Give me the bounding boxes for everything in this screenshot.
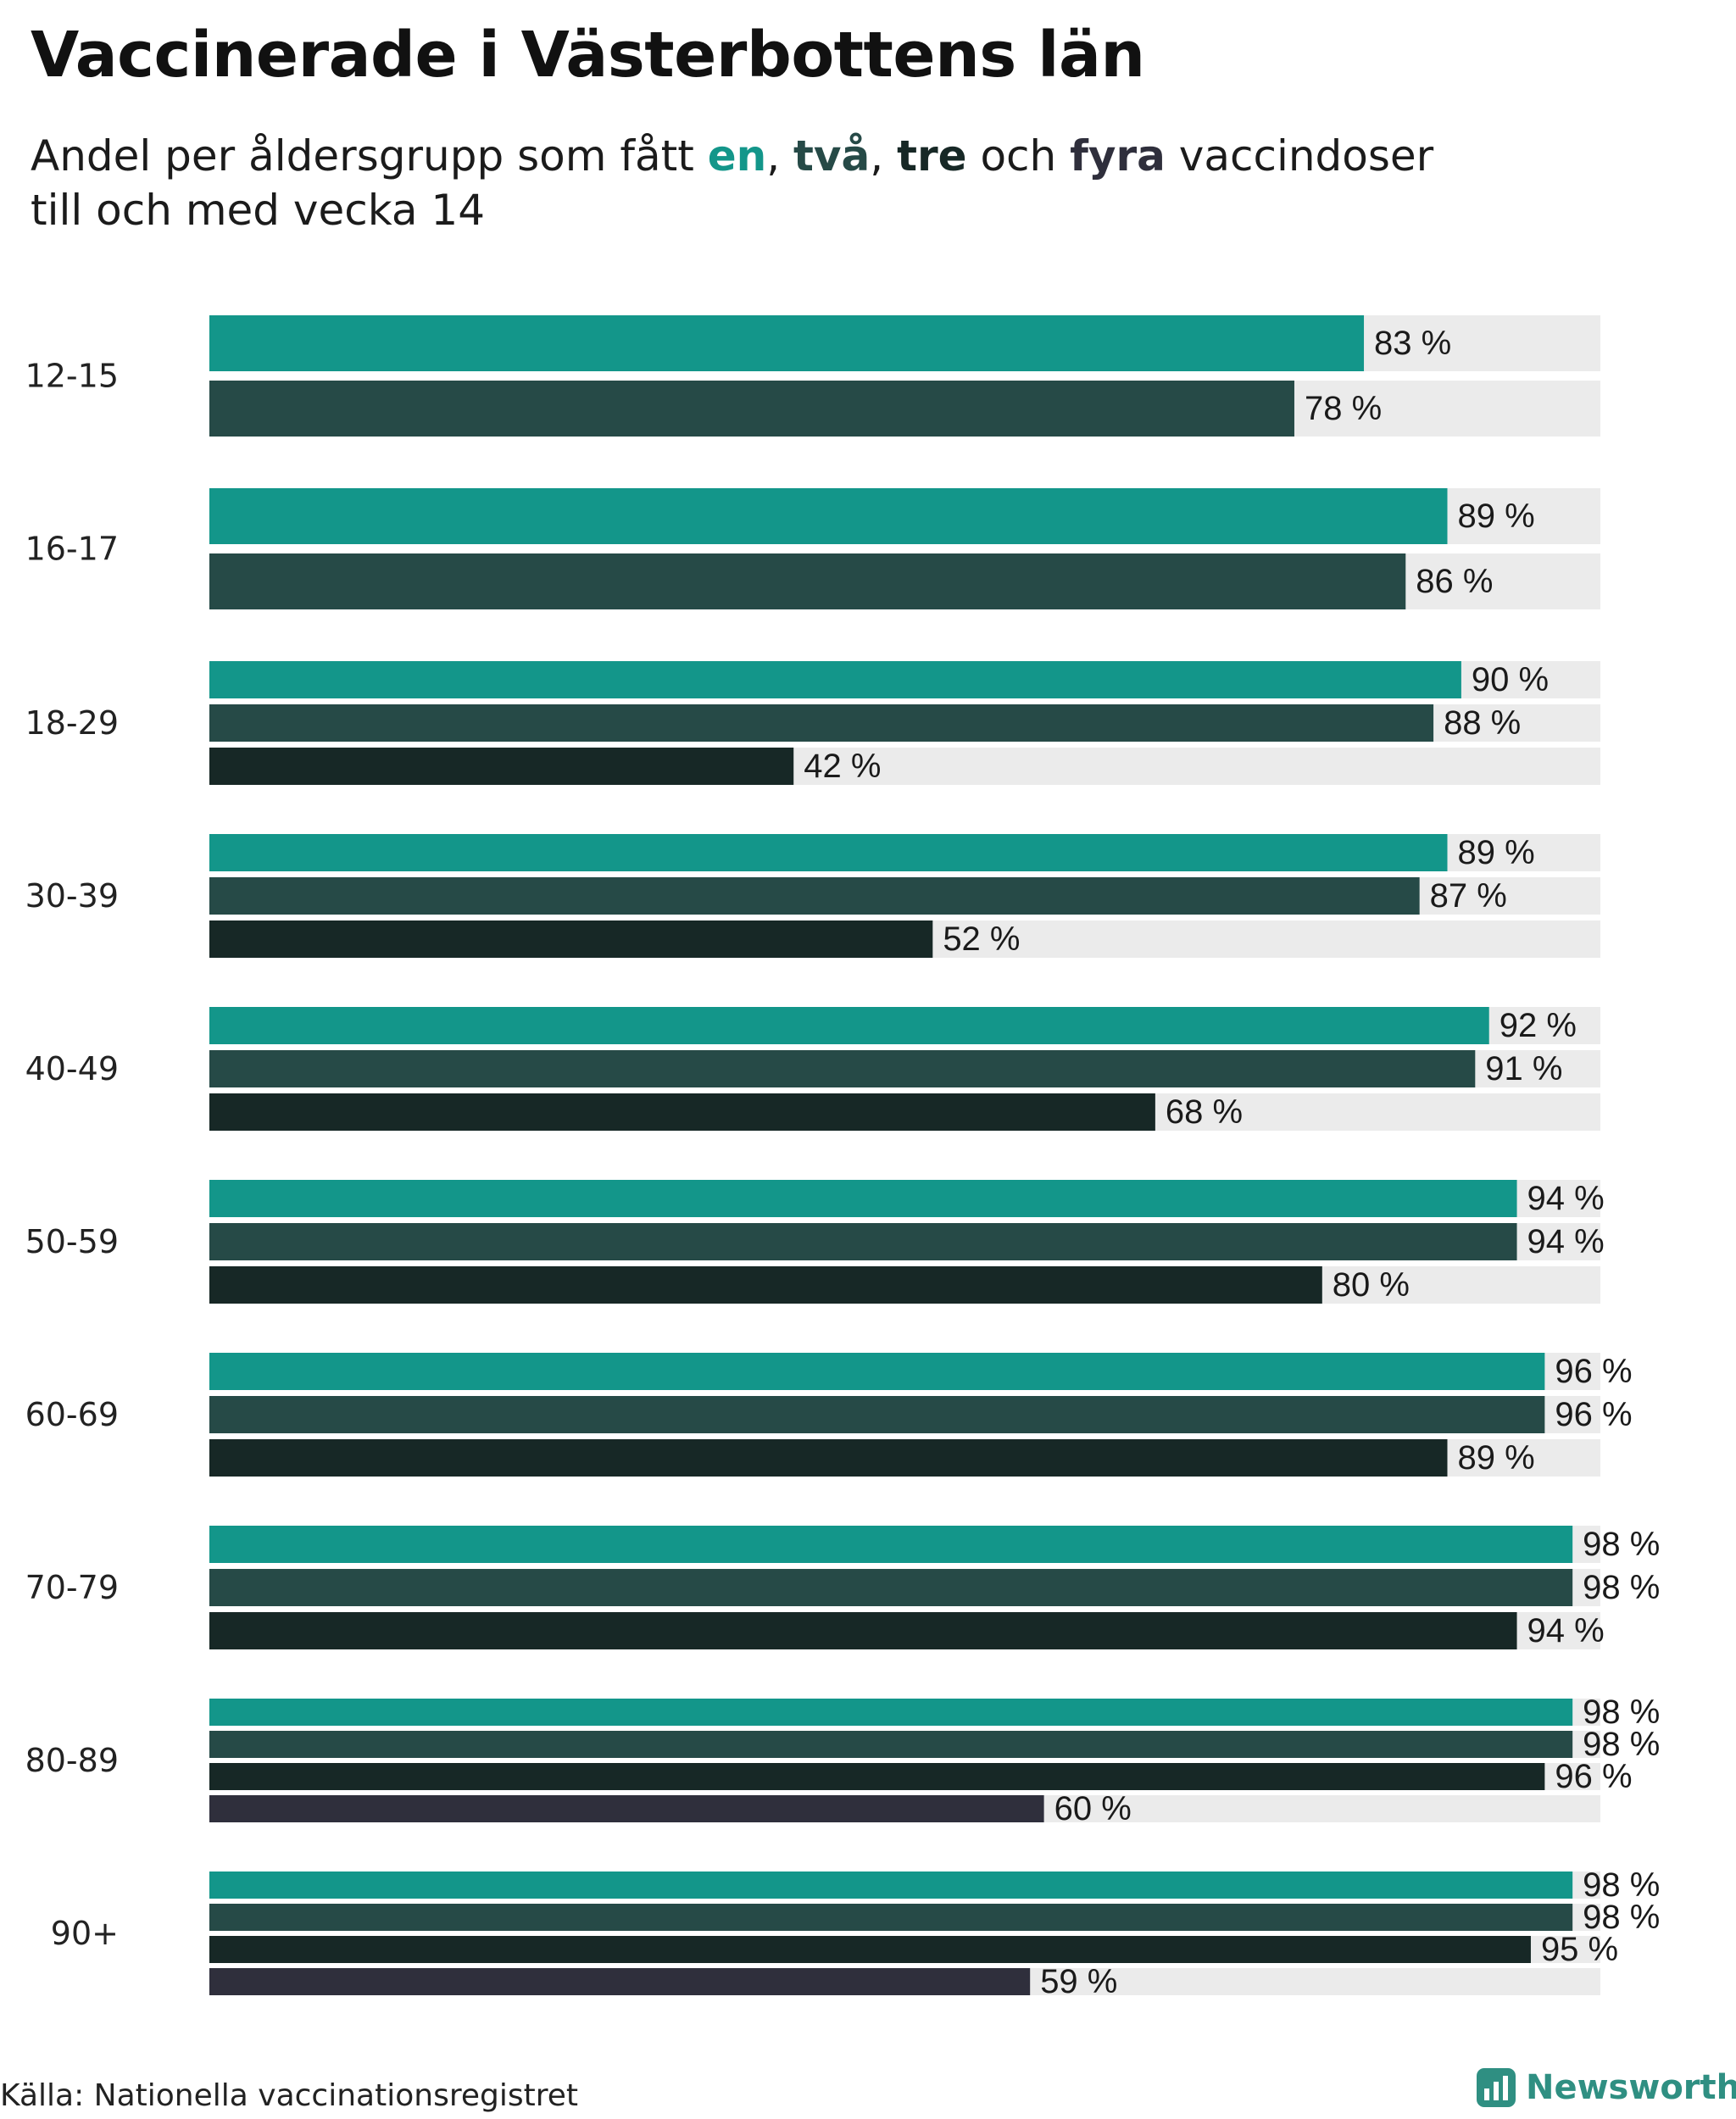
brand: Newsworthy [1477,2068,1736,2107]
age-group-label: 18-29 [25,704,119,742]
source-note: Källa: Nationella vaccinationsregistret [0,2078,578,2113]
bar-en [209,1699,1573,1726]
bar-fyra [209,1968,1031,1995]
bar-två [209,1396,1545,1433]
bar-chart-badge-icon [1477,2068,1516,2107]
value-label: 90 % [1472,661,1549,698]
bar-två [209,704,1434,742]
age-group-label: 90+ [51,1915,119,1952]
bar-tre [209,1093,1155,1131]
value-label: 96 % [1555,1396,1632,1433]
age-group-label: 16-17 [25,531,119,568]
age-group-label: 60-69 [25,1396,119,1433]
value-label: 60 % [1054,1790,1132,1827]
bar-tre [209,1439,1448,1477]
value-label: 86 % [1416,563,1493,600]
value-label: 52 % [943,920,1020,958]
bar-en [209,1007,1489,1044]
bar-tre [209,1936,1531,1963]
value-label: 83 % [1374,325,1451,362]
bar-två [209,1569,1573,1606]
value-label: 89 % [1457,834,1534,871]
value-label: 98 % [1583,1694,1660,1731]
bar-en [209,661,1461,698]
value-label: 78 % [1305,390,1382,427]
age-group-label: 80-89 [25,1742,119,1779]
bar-tre [209,1266,1322,1304]
bar-två [209,1050,1476,1087]
value-label: 89 % [1457,498,1534,535]
bar-en [209,1872,1573,1899]
bar-en [209,1526,1573,1563]
bar-två [209,877,1420,915]
subtitle-sep2: , [870,131,898,181]
bar-två [209,1731,1573,1758]
bar-två [209,1223,1517,1260]
value-label: 98 % [1583,1726,1660,1763]
age-group-label: 40-49 [25,1050,119,1087]
value-label: 92 % [1500,1007,1577,1044]
bar-två [209,381,1294,437]
value-label: 88 % [1444,704,1521,742]
value-label: 98 % [1583,1899,1660,1936]
value-label: 96 % [1555,1758,1632,1795]
age-group-label: 12-15 [25,358,119,395]
value-label: 98 % [1583,1866,1660,1904]
value-label: 89 % [1457,1439,1534,1477]
value-label: 94 % [1527,1180,1605,1217]
bar-tre [209,1763,1545,1790]
subtitle-dose-en: en [707,131,767,181]
bar-tre [209,1612,1517,1649]
age-group-label: 30-39 [25,877,119,915]
value-label: 95 % [1541,1931,1618,1968]
bar-en [209,315,1365,371]
chart-subtitle: Andel per åldersgrupp som fått en, två, … [31,129,1556,237]
age-group-label: 50-59 [25,1223,119,1260]
subtitle-suffix: vaccindoser [1165,131,1434,181]
subtitle-dose-tre: tre [897,131,967,181]
subtitle-prefix: Andel per åldersgrupp som fått [31,131,708,181]
value-label: 91 % [1485,1050,1562,1087]
bar-tre [209,920,933,958]
bar-en [209,1353,1545,1390]
bar-en [209,1180,1517,1217]
subtitle-och: och [966,131,1071,181]
value-label: 98 % [1583,1569,1660,1606]
bar-två [209,553,1406,609]
chart-title: Vaccinerade i Västerbottens län [31,19,1145,92]
value-label: 94 % [1527,1223,1605,1260]
bar-en [209,488,1448,544]
age-group-label: 70-79 [25,1569,119,1606]
value-label: 59 % [1040,1963,1117,2000]
value-label: 96 % [1555,1353,1632,1390]
value-label: 98 % [1583,1526,1660,1563]
value-label: 94 % [1527,1612,1605,1649]
subtitle-line2: till och med vecka 14 [31,186,486,235]
value-label: 42 % [804,748,881,785]
value-label: 87 % [1430,877,1507,915]
value-label: 80 % [1333,1266,1410,1304]
bar-tre [209,748,794,785]
bar-en [209,834,1448,871]
value-label: 68 % [1166,1093,1243,1131]
subtitle-dose-fyra: fyra [1070,131,1166,181]
subtitle-sep1: , [766,131,794,181]
bar-två [209,1904,1573,1931]
bar-fyra [209,1795,1044,1822]
subtitle-dose-tva: två [793,131,871,181]
brand-name: Newsworthy [1526,2068,1736,2107]
